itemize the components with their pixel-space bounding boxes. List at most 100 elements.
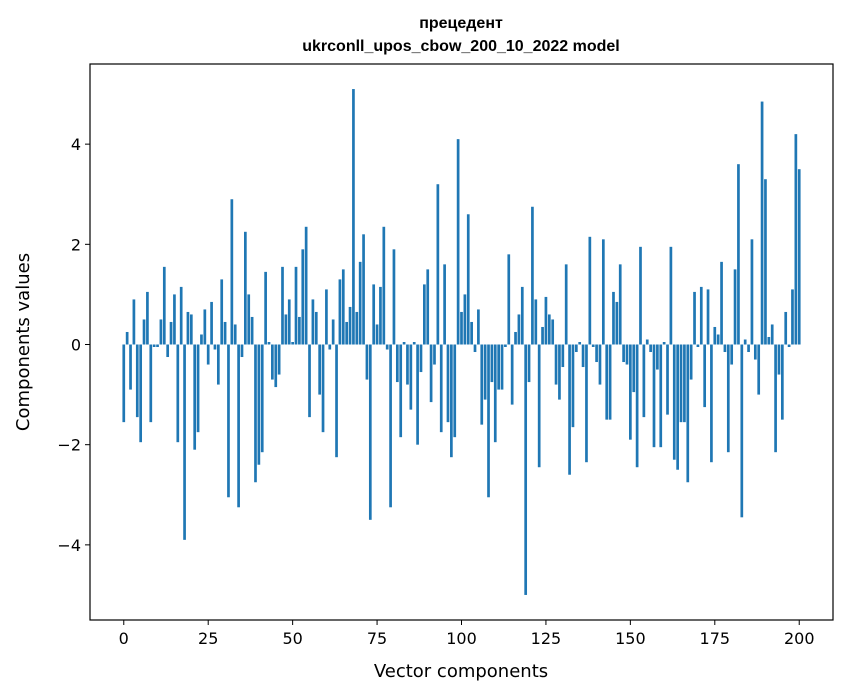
bar-62 [331, 319, 335, 345]
bar-58 [318, 344, 321, 395]
bar-85 [409, 344, 413, 410]
bar-122 [534, 299, 538, 345]
bar-75 [375, 324, 379, 345]
bar-176 [716, 334, 720, 345]
bar-129 [558, 344, 561, 400]
bar-113 [504, 344, 507, 347]
bar-97 [450, 344, 453, 458]
plot-frame [89, 63, 834, 621]
bar-46 [277, 344, 281, 375]
bar-17 [179, 286, 183, 345]
bar-178 [723, 344, 727, 353]
bar-164 [676, 344, 679, 470]
bar-177 [720, 261, 723, 345]
bar-128 [554, 344, 558, 385]
bar-175 [713, 326, 717, 345]
bar-24 [203, 309, 207, 345]
bar-95 [443, 264, 446, 345]
bar-81 [395, 344, 399, 383]
bar-2 [129, 344, 132, 390]
bar-53 [301, 249, 305, 345]
bar-66 [345, 321, 349, 345]
x-tick-label: 200 [784, 629, 815, 648]
bar-183 [740, 344, 744, 518]
bar-160 [662, 342, 666, 345]
x-axis-ticks: 0 25 50 75 100 125 150 175 200 [119, 620, 815, 648]
bar-25 [206, 344, 210, 365]
bar-72 [365, 344, 369, 380]
bar-126 [547, 314, 551, 345]
x-tick-label: 75 [367, 629, 387, 648]
bar-57 [314, 311, 318, 345]
bar-168 [689, 344, 693, 380]
bar-49 [287, 299, 291, 345]
bar-28 [216, 344, 220, 385]
bar-158 [656, 344, 659, 370]
bar-34 [237, 344, 240, 508]
bar-115 [510, 344, 514, 405]
bar-110 [493, 344, 497, 443]
bar-76 [379, 286, 382, 345]
x-tick-label: 0 [119, 629, 129, 648]
bar-193 [774, 344, 777, 453]
bar-181 [733, 269, 737, 345]
bar-180 [730, 344, 734, 365]
bar-31 [227, 344, 230, 498]
bar-120 [527, 344, 531, 383]
bar-4 [135, 344, 139, 418]
bar-65 [341, 269, 345, 345]
bar-11 [159, 319, 163, 345]
bar-106 [480, 344, 484, 425]
bar-93 [436, 184, 440, 345]
bar-61 [328, 344, 332, 350]
bar-125 [544, 296, 548, 345]
bar-39 [254, 344, 257, 483]
bar-165 [679, 344, 683, 423]
bar-105 [477, 309, 480, 345]
bar-199 [794, 134, 798, 345]
bar-73 [368, 344, 372, 520]
bar-22 [196, 344, 200, 433]
bar-190 [764, 179, 767, 345]
bar-29 [220, 279, 224, 345]
x-tick-label: 25 [198, 629, 218, 648]
bar-45 [274, 344, 278, 388]
bar-83 [402, 342, 406, 345]
bar-166 [683, 344, 686, 423]
bar-38 [250, 316, 254, 345]
bar-7 [146, 291, 149, 345]
bar-6 [142, 319, 146, 345]
bar-59 [321, 344, 325, 433]
bar-146 [615, 301, 619, 345]
bar-102 [466, 214, 470, 345]
bar-16 [176, 344, 180, 443]
x-axis-label: Vector components [374, 661, 548, 682]
bar-35 [240, 344, 244, 358]
bar-20 [189, 314, 193, 345]
bar-191 [767, 336, 771, 345]
bar-84 [406, 344, 409, 385]
bar-127 [551, 319, 555, 345]
bar-74 [372, 284, 376, 345]
bar-78 [385, 344, 389, 350]
bar-91 [429, 344, 433, 403]
x-tick-label: 175 [700, 629, 731, 648]
bar-186 [750, 239, 754, 345]
bar-51 [294, 266, 298, 345]
y-tick-label: 2 [71, 235, 81, 254]
bar-142 [601, 239, 605, 345]
bar-36 [244, 231, 247, 345]
bar-154 [642, 344, 646, 418]
bar-151 [632, 344, 636, 393]
bar-21 [193, 344, 197, 450]
bar-194 [777, 344, 781, 375]
bar-184 [743, 339, 747, 345]
y-axis-label: Components values [13, 253, 34, 431]
bar-47 [281, 266, 284, 345]
x-tick-label: 50 [282, 629, 302, 648]
bar-134 [574, 344, 578, 353]
bar-43 [267, 342, 271, 345]
y-tick-label: 0 [71, 336, 81, 355]
bar-101 [463, 294, 467, 345]
bar-14 [169, 321, 173, 345]
